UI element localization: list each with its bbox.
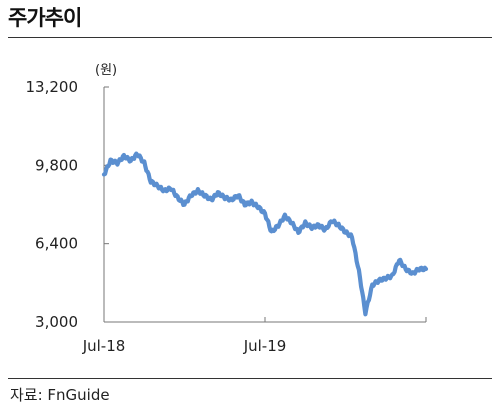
y-tick-label: 3,000 xyxy=(35,313,78,331)
y-tick-label: 6,400 xyxy=(35,235,78,253)
price-series-line xyxy=(101,151,429,317)
y-tick-label: 9,800 xyxy=(35,156,78,174)
y-tick-label: 13,200 xyxy=(26,78,79,96)
x-tick-label: Jul-19 xyxy=(243,337,287,355)
x-tick-label: Jul-18 xyxy=(82,337,126,355)
source-label: 자료: FnGuide xyxy=(10,386,110,404)
title-divider xyxy=(8,37,492,38)
chart-title: 주가추이 xyxy=(8,6,82,30)
source-divider xyxy=(8,378,492,379)
y-unit-label: (원) xyxy=(95,63,117,78)
